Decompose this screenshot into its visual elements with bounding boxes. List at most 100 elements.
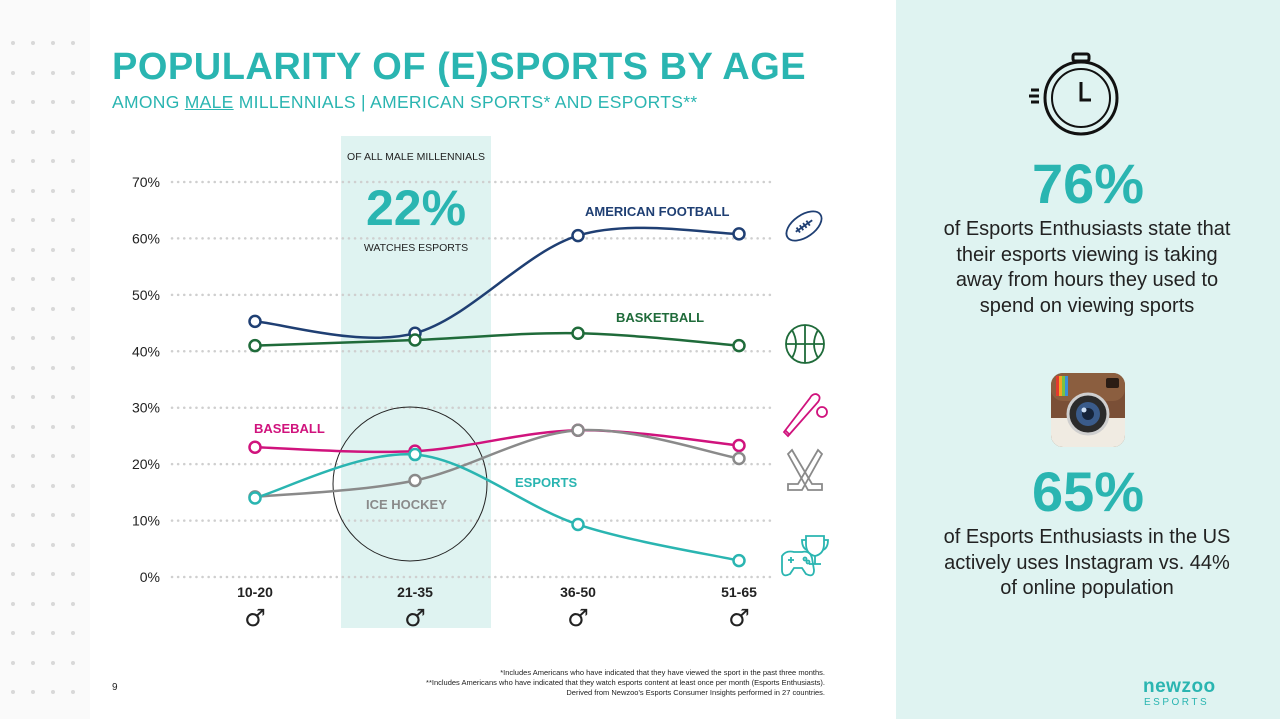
y-tick-label: 20% bbox=[132, 456, 160, 472]
series-line-basketball bbox=[254, 331, 740, 347]
decor-dot bbox=[31, 41, 35, 45]
y-tick-label: 60% bbox=[132, 230, 160, 246]
decor-dot bbox=[71, 454, 75, 458]
decor-dot bbox=[71, 365, 75, 370]
y-tick-label: 40% bbox=[132, 343, 160, 359]
decor-dot bbox=[51, 542, 55, 547]
decor-dot bbox=[31, 513, 35, 517]
footnote-1: *Includes Americans who have indicated t… bbox=[500, 668, 825, 677]
decor-dot bbox=[71, 247, 75, 252]
decor-dot bbox=[71, 660, 75, 665]
decor-dot bbox=[31, 129, 35, 134]
decor-dot bbox=[31, 159, 35, 163]
decor-dot bbox=[11, 365, 15, 370]
decor-dot bbox=[51, 218, 55, 222]
highlight-top-text: OF ALL MALE MILLENNIALS bbox=[347, 151, 485, 163]
series-label-baseball: BASEBALL bbox=[254, 421, 325, 436]
decor-dot bbox=[31, 247, 35, 252]
decor-dot bbox=[11, 631, 15, 635]
basketball-icon bbox=[785, 324, 825, 364]
instagram-icon bbox=[1051, 373, 1125, 447]
right-stats-panel bbox=[896, 0, 1280, 719]
decor-dot bbox=[11, 572, 15, 576]
decor-dot bbox=[31, 365, 35, 370]
subtitle-suffix: MILLENNIALS | AMERICAN SPORTS* AND ESPOR… bbox=[233, 92, 698, 112]
series-label-basketball: BASKETBALL bbox=[616, 310, 704, 325]
decor-dot bbox=[71, 690, 75, 694]
data-point-baseball bbox=[732, 438, 746, 453]
decor-dot bbox=[31, 277, 35, 281]
decor-dot bbox=[71, 631, 75, 635]
newzoo-logo-sub: ESPORTS bbox=[1144, 697, 1210, 708]
decor-dot bbox=[31, 395, 35, 399]
decor-dot bbox=[71, 542, 75, 547]
decor-dot bbox=[71, 572, 75, 576]
y-tick-label: 10% bbox=[132, 513, 160, 529]
decor-dot bbox=[31, 690, 35, 694]
decor-dot bbox=[71, 188, 75, 193]
decor-dot bbox=[71, 513, 75, 517]
decor-dot bbox=[11, 41, 15, 45]
stopwatch-icon bbox=[1029, 52, 1119, 136]
decor-dot bbox=[51, 483, 55, 488]
footnote-2: **Includes Americans who have indicated … bbox=[426, 678, 825, 687]
x-tick-label: 36-50 bbox=[560, 584, 596, 600]
decor-dot bbox=[71, 601, 75, 606]
subtitle-underlined: MALE bbox=[184, 92, 234, 112]
series-label-esports: ESPORTS bbox=[515, 475, 577, 490]
decor-dot bbox=[11, 247, 15, 252]
decor-dot bbox=[11, 483, 15, 488]
decor-dot bbox=[71, 395, 75, 399]
decor-dot bbox=[11, 100, 15, 104]
decor-dot bbox=[31, 424, 35, 429]
y-tick-label: 0% bbox=[140, 569, 160, 585]
decor-dot bbox=[51, 424, 55, 429]
data-point-ice-hockey bbox=[408, 473, 422, 488]
decor-dot bbox=[51, 129, 55, 134]
dot-pattern-column bbox=[0, 0, 90, 719]
decor-dot bbox=[31, 631, 35, 635]
decor-dot bbox=[31, 542, 35, 547]
decor-dot bbox=[11, 218, 15, 222]
footnote-3: Derived from Newzoo's Esports Consumer I… bbox=[566, 688, 825, 697]
stat-1-value: 76% bbox=[1031, 152, 1145, 215]
data-point-esports bbox=[248, 491, 262, 505]
stat-1-text: of Esports Enthusiasts state that their … bbox=[943, 218, 1231, 317]
data-point-american-football bbox=[248, 314, 262, 329]
decor-dot bbox=[11, 159, 15, 163]
y-tick-label: 50% bbox=[132, 287, 160, 303]
decor-dot bbox=[51, 159, 55, 163]
subtitle-prefix: AMONG bbox=[112, 92, 185, 112]
decor-dot bbox=[51, 660, 55, 665]
decor-dot bbox=[31, 70, 35, 75]
age-21-35-highlight-band bbox=[341, 136, 491, 628]
decor-dot bbox=[31, 572, 35, 576]
decor-dot bbox=[51, 513, 55, 517]
series-label-american-football: AMERICAN FOOTBALL bbox=[585, 204, 729, 219]
decor-dot bbox=[31, 218, 35, 222]
american-football-icon bbox=[785, 210, 823, 242]
decor-dot bbox=[11, 690, 15, 694]
data-point-american-football bbox=[732, 227, 746, 241]
decor-dot bbox=[71, 41, 75, 45]
decor-dot bbox=[11, 395, 15, 399]
decor-dot bbox=[51, 690, 55, 694]
decor-dot bbox=[11, 336, 15, 340]
decor-dot bbox=[11, 277, 15, 281]
decor-dot bbox=[71, 129, 75, 134]
decor-dot bbox=[31, 601, 35, 606]
decor-dot bbox=[11, 70, 15, 75]
data-point-esports bbox=[571, 517, 585, 532]
data-point-basketball bbox=[732, 338, 746, 353]
decor-dot bbox=[51, 631, 55, 635]
decor-dot bbox=[71, 306, 75, 311]
decor-dot bbox=[51, 601, 55, 606]
page-title: POPULARITY OF (E)SPORTS BY AGE bbox=[112, 46, 807, 88]
series-label-ice-hockey: ICE HOCKEY bbox=[366, 497, 447, 512]
decor-dot bbox=[11, 188, 15, 193]
data-point-ice-hockey bbox=[732, 451, 746, 466]
data-point-baseball bbox=[248, 440, 262, 454]
male-symbol: ♂ bbox=[244, 604, 266, 632]
decor-dot bbox=[71, 100, 75, 104]
newzoo-logo: newzoo bbox=[1143, 676, 1216, 697]
